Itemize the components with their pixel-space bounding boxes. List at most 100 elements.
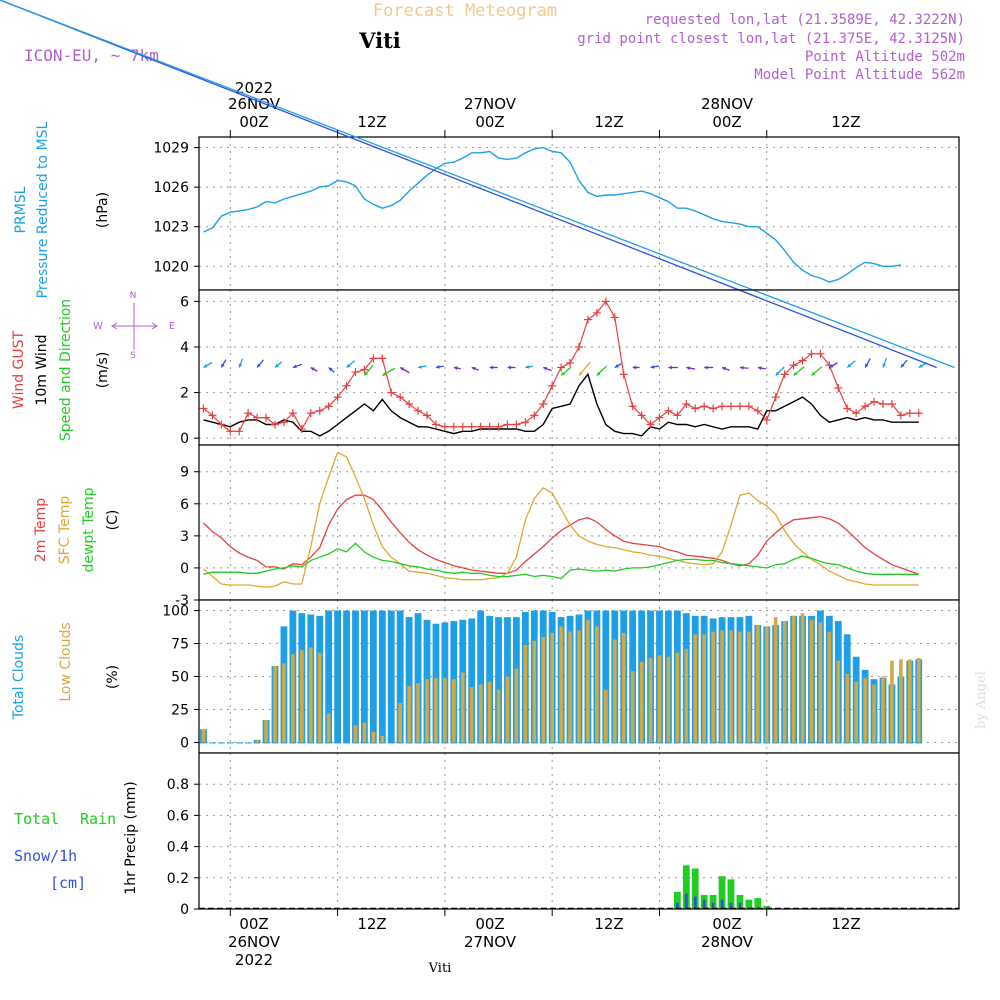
wind-gust-marker [467,422,476,431]
low-cloud-bar [496,689,501,743]
total-cloud-bar [369,610,377,744]
wind-gust-marker [691,404,700,413]
wind-direction-arrow [507,365,516,370]
wind-gust-marker [288,409,297,418]
wind-gust-marker [744,402,753,411]
wind-gust-marker [199,404,208,413]
low-cloud-bar [738,631,742,743]
wind-arrow-head [418,365,422,369]
low-cloud-bar [487,681,492,743]
total-cloud-bar [396,610,404,744]
low-cloud-bar [380,735,385,743]
wind-arrow-head [596,371,601,376]
low-cloud-bar [371,731,376,743]
wind-tick-label: 4 [180,340,189,356]
wind-direction-arrow [757,366,766,370]
wind-direction-arrow [900,359,908,368]
total-cloud-bar [602,610,610,744]
low-cloud-bar [505,676,510,743]
wind-gust-marker [458,422,467,431]
bottom-hour-label: 00Z [712,915,741,933]
wind-gust-marker [315,406,324,415]
wind-tick-label: 2 [180,386,189,402]
low-cloud-bar [300,650,304,743]
wind-direction-arrow [381,367,396,377]
wind-direction-arrow [363,364,374,376]
wind-arrow-head [292,364,297,369]
total-clouds-label: Total Clouds [11,635,27,720]
wind-direction-arrow [829,362,838,369]
rain-bar [682,865,690,909]
pressure-line [203,146,902,283]
wind-gust-marker [682,399,691,408]
wind-gust-marker [226,427,235,436]
low-cloud-bar [782,621,787,743]
bottom-day-label-26: 26NOV [228,933,281,951]
top-hour-label: 12Z [831,113,860,131]
model-label: ICON-EU, ~ 7km [24,46,159,65]
wind-direction-arrow [274,361,283,368]
wind-arrow-head [364,371,369,376]
low-cloud-bar [532,640,537,743]
wind-gust-marker [324,402,333,411]
wind-direction-arrow [632,365,640,370]
wind-direction-arrow [0,0,937,369]
wind-gust-marker [387,388,396,397]
total-cloud-bar [343,610,350,744]
wind-gust-marker [253,413,262,422]
top-hour-label: 00Z [712,113,741,131]
wind-direction-arrow [686,366,696,370]
wind-gust-marker [414,406,423,415]
wind-gust-marker [503,420,512,429]
wind-arrow-shaft [0,0,955,369]
pressure-tick-label: 1020 [153,259,189,275]
low-cloud-bar [818,622,823,743]
wind-direction-arrow [310,366,318,372]
wind-arrow-head [918,364,923,368]
clouds-panel: 0 25 50 75 100 [162,599,960,754]
low-cloud-bar [559,626,563,743]
compass-e: E [169,321,175,332]
wind-gust-marker [870,397,879,406]
compass-s: S [130,351,136,361]
rain-bar [709,894,717,909]
wind-arrow-head [257,363,261,368]
top-day-label-26: 26NOV [228,95,281,113]
wind-gust-marker [789,361,798,370]
wind-gust-marker [271,420,279,429]
bottom-day-label-28: 28NOV [701,933,754,951]
snow-bar [729,902,733,909]
low-cloud-bar [478,684,483,743]
low-cloud-bar [434,677,438,743]
snow-bar [711,902,715,909]
low-cloud-bar [836,660,841,743]
wind-arrow-head [632,365,637,370]
wind-gust-marker [700,402,709,411]
wind-arrow-head [543,366,548,371]
rain-bar [727,879,735,909]
total-cloud-bar [325,610,333,744]
precip-panel-border [198,752,960,910]
wind-arrow-head [561,371,566,376]
wind-gust-marker [592,308,601,317]
wind-gust-marker [539,399,548,408]
snow-bar [676,902,679,909]
top-day-label-28: 28NOV [701,95,754,113]
compass-w: W [93,321,103,332]
wind-direction-arrow [453,366,461,370]
wind-gust-marker [718,402,727,411]
wind-gust-marker [351,368,360,377]
temp-dewpt-label: dewpt Temp [81,487,97,572]
wind-gust-marker [834,384,843,393]
wind-gust-marker [735,402,744,411]
low-cloud-bar [756,625,760,743]
low-cloud-bar [648,658,653,743]
wind-direction-arrow [578,361,591,376]
low-cloud-bar [550,632,554,743]
low-cloud-bar [827,631,832,743]
location-title: Viti [358,28,401,53]
rain-bar [763,905,771,909]
precip-tick-label: 0.4 [167,840,189,856]
low-cloud-bar [514,668,519,743]
